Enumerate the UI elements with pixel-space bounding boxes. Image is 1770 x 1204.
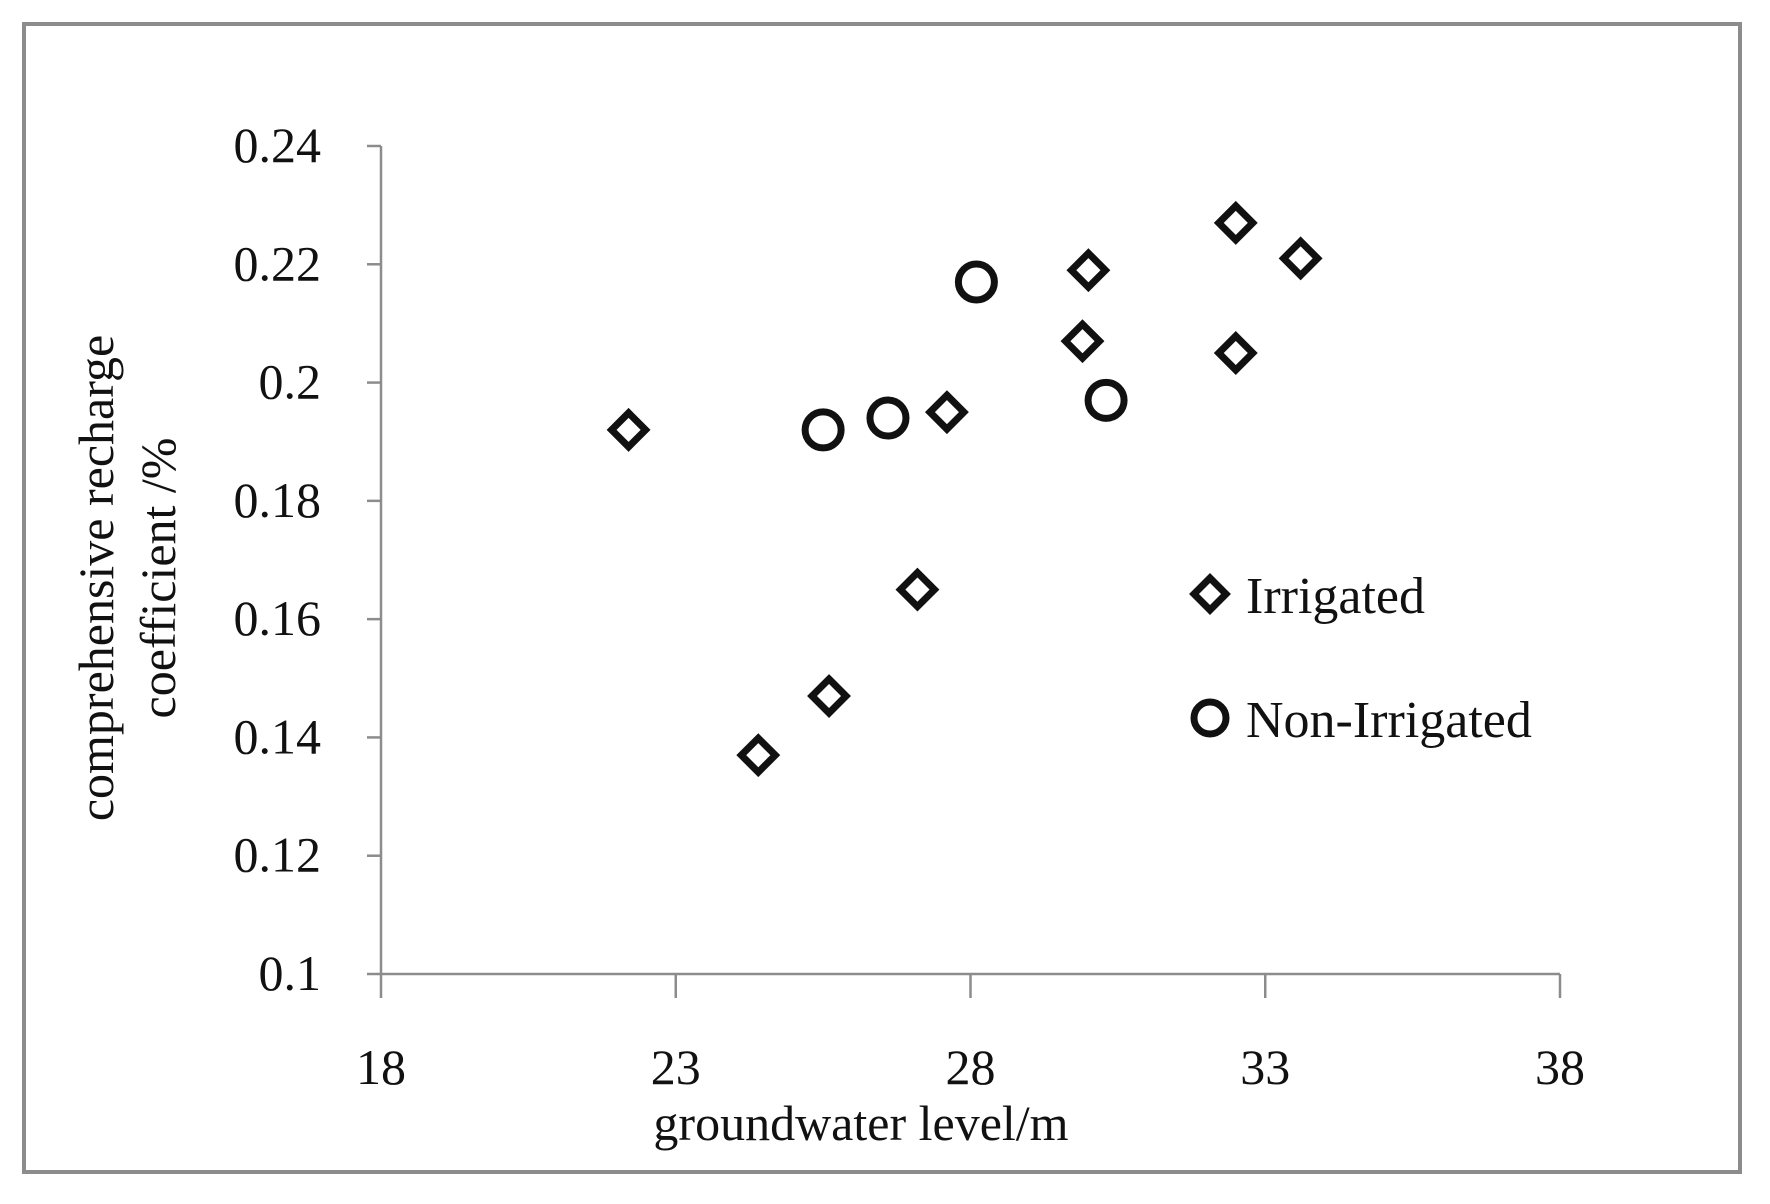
legend-item-irrigated: Irrigated bbox=[1189, 568, 1425, 625]
legend-diamond-marker bbox=[1189, 573, 1231, 615]
legend: Irrigated Non-Irrigated bbox=[1189, 568, 1532, 749]
y-tick-label: 0.22 bbox=[234, 235, 322, 291]
y-tick-label: 0.16 bbox=[234, 590, 322, 646]
non-irrigated-point bbox=[1084, 378, 1128, 422]
irrigated-point bbox=[1213, 200, 1258, 245]
legend-item-non-irrigated: Non-Irrigated bbox=[1190, 692, 1532, 749]
irrigated-point bbox=[924, 390, 969, 435]
x-axis-title: groundwater level/m bbox=[653, 1095, 1068, 1151]
irrigated-point bbox=[606, 407, 651, 452]
y-tick-label: 0.1 bbox=[259, 945, 322, 1001]
non-irrigated-point bbox=[866, 396, 910, 440]
y-tick-label: 0.24 bbox=[234, 117, 322, 173]
x-tick-label: 23 bbox=[651, 1039, 701, 1095]
y-axis-title-line-2: coefficient /% bbox=[130, 438, 186, 719]
y-axis-title: comprehensive recharge coefficient /% bbox=[68, 335, 186, 821]
y-tick-label: 0.18 bbox=[234, 472, 322, 528]
x-tick-label: 38 bbox=[1535, 1039, 1585, 1095]
legend-label-non-irrigated: Non-Irrigated bbox=[1246, 692, 1532, 749]
x-axis: 18 23 28 33 38 bbox=[356, 972, 1585, 1095]
chart-frame bbox=[22, 22, 1742, 1174]
irrigated-point bbox=[1278, 236, 1323, 281]
legend-circle-marker bbox=[1190, 698, 1230, 738]
x-tick-label: 28 bbox=[946, 1039, 996, 1095]
irrigated-point bbox=[1213, 331, 1258, 375]
y-tick-label: 0.2 bbox=[259, 354, 322, 410]
non-irrigated-point bbox=[954, 260, 998, 304]
x-tick-label: 18 bbox=[356, 1039, 406, 1095]
data-markers bbox=[606, 200, 1323, 778]
x-tick-label: 33 bbox=[1240, 1039, 1290, 1095]
irrigated-point bbox=[736, 733, 781, 778]
y-tick-label: 0.12 bbox=[234, 827, 322, 883]
y-tick-label: 0.14 bbox=[234, 708, 322, 764]
irrigated-point bbox=[1060, 319, 1105, 364]
legend-label-irrigated: Irrigated bbox=[1246, 568, 1425, 625]
y-axis: 0.1 0.12 0.14 0.16 0.18 0.2 0.22 0.24 bbox=[234, 117, 383, 1001]
irrigated-point bbox=[807, 674, 851, 718]
irrigated-point bbox=[895, 567, 940, 612]
y-axis-title-line-1: comprehensive recharge bbox=[68, 335, 124, 821]
non-irrigated-point bbox=[801, 408, 845, 452]
irrigated-point bbox=[1066, 248, 1111, 293]
